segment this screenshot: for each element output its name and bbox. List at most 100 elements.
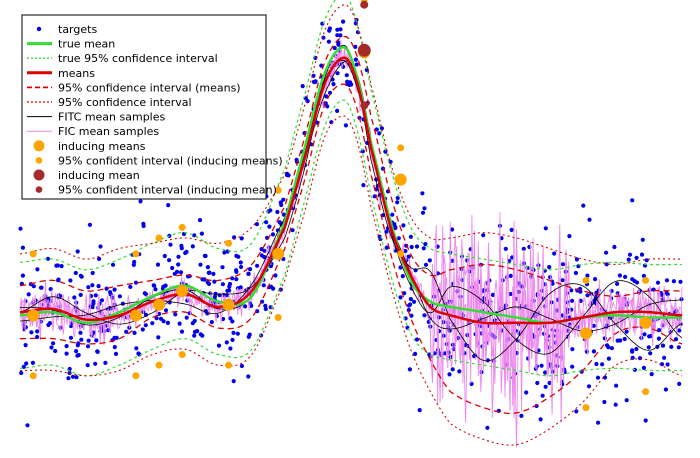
target-point xyxy=(59,264,64,269)
target-point xyxy=(630,198,635,203)
means-line xyxy=(19,56,683,325)
target-point xyxy=(384,245,389,250)
target-point xyxy=(20,273,25,278)
target-point xyxy=(152,283,157,288)
target-point xyxy=(168,242,173,247)
target-point xyxy=(74,349,79,354)
target-point xyxy=(124,329,129,334)
target-point xyxy=(96,284,101,289)
target-point xyxy=(192,233,197,238)
target-point xyxy=(406,303,412,308)
target-point xyxy=(519,413,524,418)
target-point xyxy=(140,327,145,332)
inducing-mean-point xyxy=(394,173,407,186)
target-point xyxy=(95,349,100,354)
target-point xyxy=(73,270,78,276)
target-point xyxy=(132,330,137,335)
target-point xyxy=(90,283,95,288)
legend-label: 95% confident interval (inducing means) xyxy=(58,154,283,167)
target-point xyxy=(578,298,583,303)
inducing-mean-point xyxy=(222,298,235,311)
target-point xyxy=(540,393,545,398)
target-point xyxy=(230,276,235,281)
target-point xyxy=(68,335,74,340)
target-point xyxy=(427,258,432,263)
inducing-mean-ci-lower-point xyxy=(225,361,233,369)
target-point xyxy=(235,331,240,336)
target-point xyxy=(230,319,235,324)
target-point xyxy=(110,262,116,267)
target-point xyxy=(326,39,331,44)
target-point xyxy=(103,360,108,365)
target-point xyxy=(176,254,181,259)
target-point xyxy=(343,123,348,128)
target-point xyxy=(600,362,605,367)
target-point xyxy=(212,279,217,284)
target-point xyxy=(228,346,233,351)
target-point xyxy=(230,337,235,342)
inducing-mean-ci-lower-point xyxy=(274,313,282,321)
target-point xyxy=(634,255,639,260)
target-point xyxy=(64,344,69,349)
target-point xyxy=(231,330,236,335)
target-point xyxy=(644,258,649,263)
target-point xyxy=(143,323,148,328)
target-point xyxy=(45,256,51,261)
target-point xyxy=(457,369,462,374)
target-point xyxy=(267,224,272,229)
target-point xyxy=(166,203,171,208)
target-point xyxy=(592,298,597,304)
target-point xyxy=(312,80,317,85)
inducing-mean-ci-lower-point xyxy=(178,351,186,359)
target-point xyxy=(676,345,681,350)
target-point xyxy=(64,351,69,356)
target-point xyxy=(93,361,98,366)
target-point xyxy=(47,321,53,326)
target-point xyxy=(657,328,662,333)
target-point xyxy=(606,356,612,361)
target-point xyxy=(216,343,222,348)
target-point xyxy=(239,236,244,241)
target-point xyxy=(560,278,565,283)
target-point xyxy=(75,249,80,254)
target-point xyxy=(319,63,324,68)
target-point xyxy=(264,220,269,225)
target-point xyxy=(656,336,662,341)
target-point xyxy=(655,280,661,285)
target-point xyxy=(49,345,54,350)
target-point xyxy=(547,380,552,386)
target-point xyxy=(664,278,670,283)
inducing-mean-ci-lower-point xyxy=(155,361,163,369)
target-point xyxy=(324,94,329,99)
target-point xyxy=(25,423,30,428)
target-point xyxy=(203,253,208,259)
target-point xyxy=(594,361,599,367)
target-point xyxy=(423,262,429,267)
target-point xyxy=(585,273,590,278)
target-point xyxy=(648,351,653,356)
target-point xyxy=(637,356,643,361)
target-point xyxy=(138,199,143,204)
target-point xyxy=(35,267,40,272)
target-point xyxy=(90,305,95,310)
target-point xyxy=(623,274,628,279)
target-point xyxy=(393,225,398,231)
target-point xyxy=(659,362,665,367)
target-point xyxy=(131,262,136,267)
target-point xyxy=(414,244,420,249)
target-point xyxy=(388,159,393,164)
target-point xyxy=(538,417,543,422)
target-point xyxy=(179,329,185,334)
inducing-mean-point xyxy=(176,284,189,297)
target-point xyxy=(261,283,266,288)
target-point xyxy=(239,363,244,369)
inducing-single-ci-upper-point xyxy=(360,0,369,9)
target-point xyxy=(205,265,210,270)
target-point xyxy=(234,277,239,282)
target-point xyxy=(409,244,414,250)
inducing-mean-point xyxy=(639,316,652,329)
target-point xyxy=(417,408,422,413)
target-point xyxy=(377,131,382,136)
target-point xyxy=(643,418,648,423)
target-point xyxy=(450,367,455,372)
